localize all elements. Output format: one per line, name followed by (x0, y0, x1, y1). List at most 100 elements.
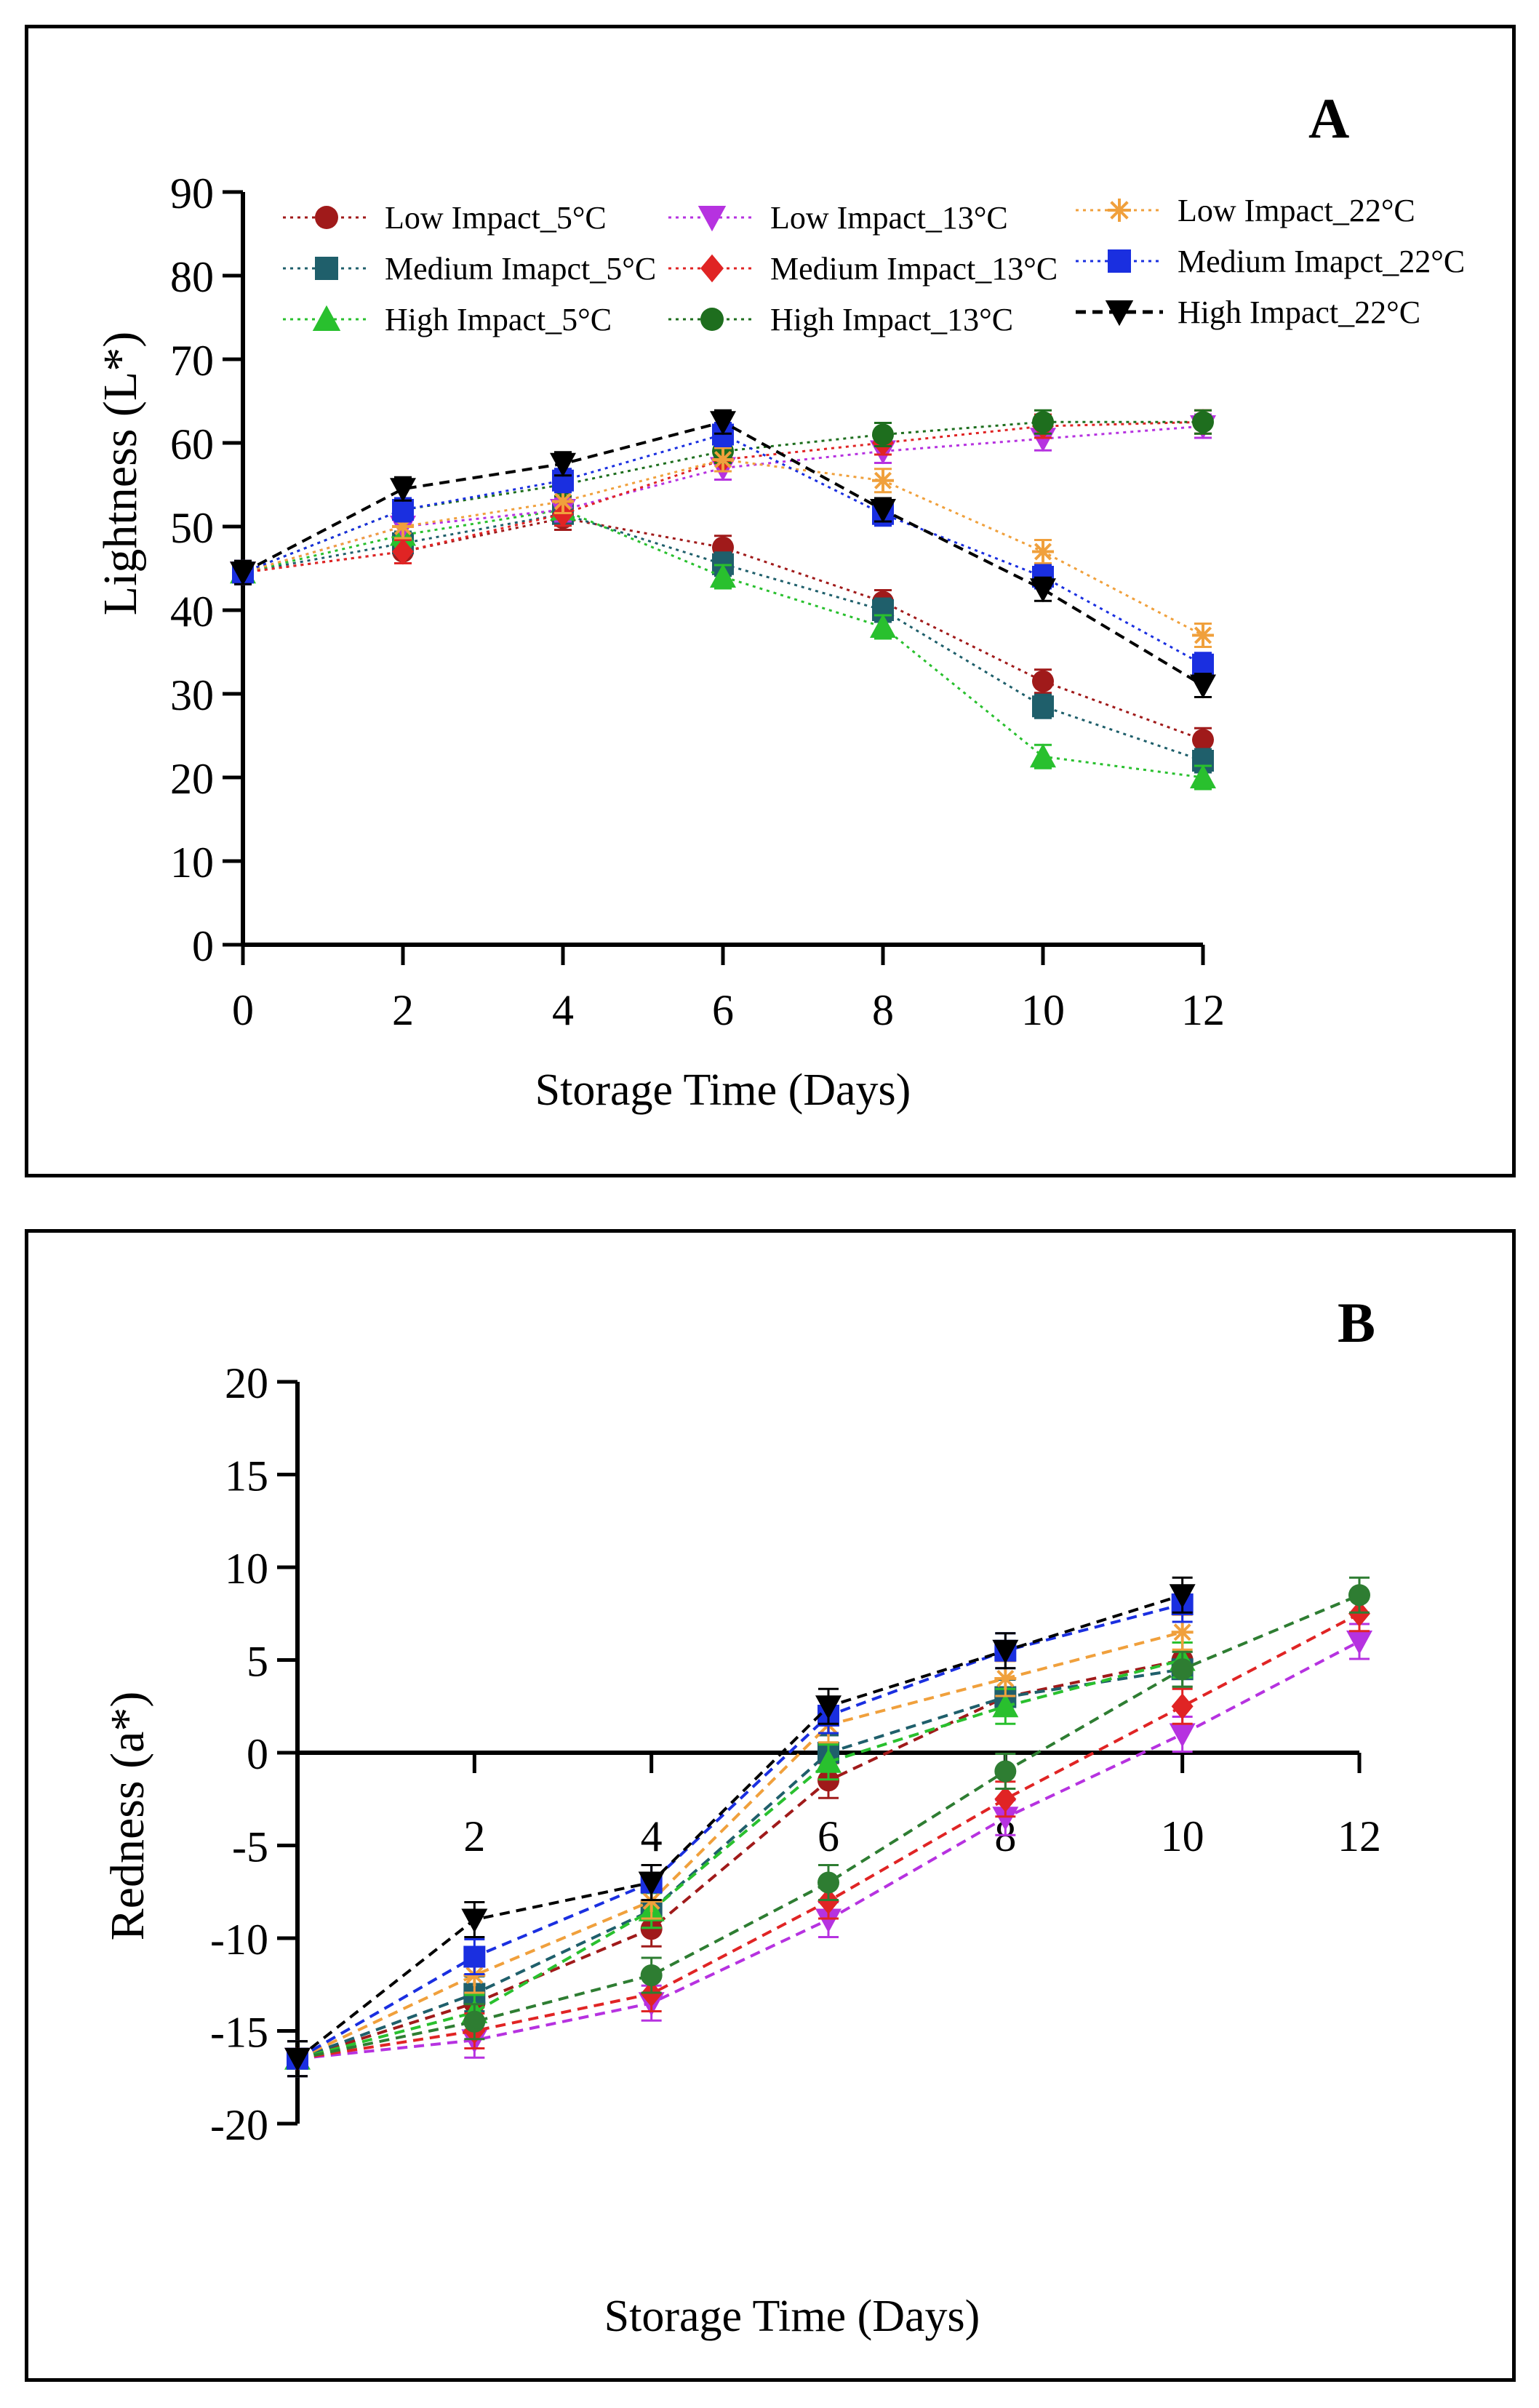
chart-b-y-tick-label: -5 (232, 1823, 268, 1871)
panel-a: A 0 10 20 30 40 50 60 70 80 90 0 2 4 6 8 10 12 Lightness… (25, 25, 1516, 1177)
chart-a-x-tick-label: 0 (232, 986, 254, 1034)
legend-item-high-impact-13-c: High Impact_13°C (668, 302, 1013, 337)
legend-item-low-impact-22-c: Low Impact_22°C (1076, 193, 1415, 228)
chart-b-line-high-impact-5-c (297, 1658, 1183, 2060)
chart-b-x-tick-label: 10 (1161, 1812, 1204, 1860)
chart-b-y-tick-label: 15 (225, 1452, 268, 1500)
legend-item-medium-imapct-5-c: Medium Imapct_5°C (283, 251, 656, 287)
chart-a-y-tick-label: 80 (170, 253, 214, 301)
chart-a-point-high-impact-13-c (872, 423, 894, 446)
chart-b-y-tick-label: 5 (247, 1638, 268, 1686)
chart-a-y-tick-label: 0 (192, 922, 214, 970)
chart-b-point-medium-impact-13-c (1171, 1693, 1194, 1720)
legend-label: High Impact_22°C (1178, 295, 1420, 330)
chart-b-line-low-impact-22-c (297, 1631, 1183, 2060)
chart-a-point-high-impact-5-c (710, 564, 736, 588)
chart-a-point-low-impact-22-c (872, 469, 894, 492)
chart-b-y-tick-label: -10 (210, 1916, 268, 1964)
chart-a-point-high-impact-22-c (1030, 578, 1056, 603)
legend-swatch-marker (1108, 199, 1131, 222)
chart-b-point-high-impact-13-c (1171, 1658, 1194, 1681)
chart-a-x-tick-label: 10 (1021, 986, 1065, 1034)
legend-swatch-marker (315, 257, 338, 280)
legend-swatch-marker (700, 308, 724, 331)
chart-b-y-tick-label: -15 (210, 2009, 268, 2057)
legend-label: High Impact_13°C (770, 302, 1013, 337)
chart-b-point-high-impact-22-c (284, 2047, 311, 2072)
chart-a-x-tick-label: 4 (552, 986, 574, 1034)
chart-a-x-tick-label: 12 (1181, 986, 1225, 1034)
chart-a-point-low-impact-22-c (1032, 540, 1054, 563)
chart-a-point-high-impact-22-c (230, 561, 256, 586)
chart-a-point-low-impact-22-c (712, 449, 734, 471)
chart-b-point-medium-imapct-22-c (463, 1945, 486, 1968)
chart-a-point-low-impact-5-c (1192, 729, 1214, 751)
chart-a-y-axis-label: Lightness (L*) (94, 332, 147, 615)
chart-a-point-high-impact-22-c (870, 499, 896, 523)
chart-a-point-low-impact-22-c (552, 490, 574, 513)
chart-b-point-low-impact-13-c (1169, 1723, 1196, 1748)
chart-b-x-tick-label: 4 (641, 1812, 663, 1860)
legend-label: Medium Imapct_5°C (385, 251, 656, 287)
chart-b-x-tick-label: 6 (818, 1812, 839, 1860)
chart-a-legend: Low Impact_5°C Medium Imapct_5°C High Impa… (283, 193, 1465, 337)
legend-item-medium-imapct-22-c: Medium Imapct_22°C (1076, 244, 1465, 279)
chart-a-point-high-impact-22-c (390, 478, 416, 503)
chart-a-point-low-impact-22-c (1192, 624, 1214, 647)
panel-label-b: B (1338, 1291, 1375, 1354)
chart-b-point-high-impact-13-c (818, 1871, 839, 1894)
chart-a-point-high-impact-13-c (1032, 411, 1054, 433)
chart-b-y-tick-label: 20 (225, 1359, 268, 1407)
chart-a-point-medium-impact-13-c (392, 538, 414, 565)
chart-b-point-high-impact-5-c (992, 1693, 1019, 1718)
chart-b-y-tick-label: 0 (247, 1730, 268, 1778)
chart-b-point-high-impact-13-c (1348, 1584, 1370, 1607)
chart-b-point-high-impact-22-c (992, 1639, 1019, 1664)
chart-b-y-tick-label: 10 (225, 1545, 268, 1593)
chart-a-y-tick-label: 60 (170, 420, 214, 468)
chart-b-line-high-impact-22-c (296, 1593, 1183, 2060)
legend-label: Medium Impact_13°C (770, 251, 1058, 287)
legend-label: Low Impact_5°C (385, 200, 607, 236)
chart-b-line-medium-imapct-5-c (297, 1668, 1183, 2060)
chart-b-point-low-impact-22-c (1171, 1621, 1194, 1644)
chart-a-y-tick-label: 30 (170, 671, 214, 719)
legend-swatch-marker (315, 206, 338, 229)
chart-b-point-medium-impact-13-c (994, 1785, 1017, 1812)
chart-b-x-tick-label: 2 (463, 1812, 485, 1860)
legend-item-medium-impact-13-c: Medium Impact_13°C (668, 251, 1058, 287)
chart-b-line-low-impact-5-c (297, 1658, 1183, 2060)
chart-a-x-tick-label: 8 (872, 986, 894, 1034)
legend-swatch-marker (700, 254, 724, 283)
legend-label: Medium Imapct_22°C (1178, 244, 1465, 279)
chart-b-point-low-impact-13-c (992, 1807, 1019, 1831)
chart-a-x-axis-label: Storage Time (Days) (535, 1065, 911, 1115)
chart-b-point-low-impact-13-c (815, 1908, 842, 1933)
chart-b-point-high-impact-13-c (463, 2010, 486, 2033)
chart-a-point-high-impact-5-c (870, 614, 896, 638)
chart-b-point-high-impact-22-c (815, 1695, 842, 1720)
chart-a-y-tick-label: 20 (170, 755, 214, 803)
legend-item-high-impact-5-c: High Impact_5°C (283, 302, 612, 337)
legend-swatch-marker (312, 305, 341, 331)
chart-b-point-high-impact-22-c (461, 1908, 488, 1933)
chart-b-point-high-impact-22-c (638, 1871, 665, 1896)
legend-label: High Impact_5°C (385, 302, 612, 337)
chart-b-point-low-impact-13-c (1346, 1631, 1372, 1655)
chart-a-y-tick-label: 90 (170, 169, 214, 217)
chart-a-y-tick-label: 40 (170, 588, 214, 636)
legend-label: Low Impact_13°C (770, 200, 1008, 236)
chart-b-point-low-impact-22-c (994, 1668, 1017, 1689)
chart-b-x-axis-label: Storage Time (Days) (604, 2292, 980, 2341)
chart-a-y-tick-label: 50 (170, 504, 214, 552)
chart-a-x-tick-label: 6 (712, 986, 734, 1034)
panel-label-a: A (1308, 87, 1349, 150)
legend-item-low-impact-13-c: Low Impact_13°C (668, 200, 1008, 236)
chart-a-point-high-impact-22-c (1190, 674, 1216, 699)
chart-a-point-medium-imapct-5-c (1032, 695, 1054, 718)
legend-label: Low Impact_22°C (1178, 193, 1415, 228)
legend-item-high-impact-22-c: High Impact_22°C (1076, 295, 1420, 330)
legend-item-low-impact-5-c: Low Impact_5°C (283, 200, 607, 236)
chart-a-x-tick-label: 2 (392, 986, 414, 1034)
